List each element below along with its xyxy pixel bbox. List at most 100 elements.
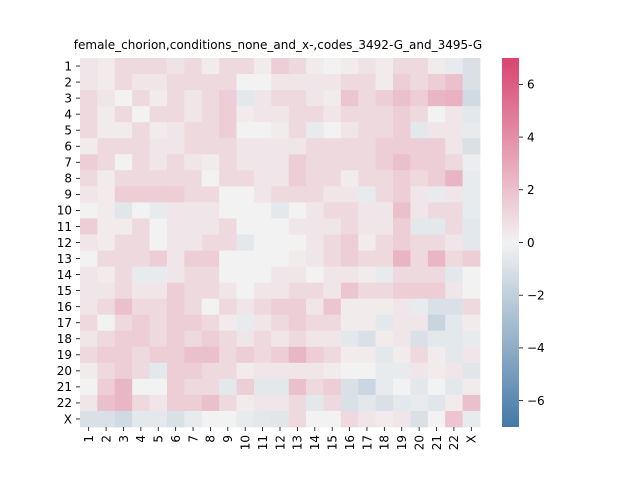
heatmap-cell-16-16 [340,298,359,316]
heatmap-cell-21-5 [149,378,168,396]
heatmap-cell-17-4 [132,314,150,332]
heatmap-cell-20-1 [80,362,98,380]
heatmap-cell-16-6 [166,298,185,316]
heatmap-cell-2-16 [340,74,359,91]
heatmap-cell-17-16 [340,314,359,332]
heatmap-cell-4-14 [306,106,324,123]
heatmap-cell-16-13 [288,298,307,316]
heatmap-cell-16-21 [427,298,446,316]
heatmap-cell-4-18 [375,106,394,123]
heatmap-cell-X-8 [201,410,220,428]
heatmap-cell-21-15 [323,378,342,396]
heatmap-cell-6-21 [427,138,446,155]
heatmap-cell-12-2 [97,234,116,251]
heatmap-cell-19-17 [358,346,377,364]
heatmap-cell-14-X [462,266,481,284]
heatmap-cell-18-12 [271,330,290,348]
heatmap-cell-7-18 [375,154,394,171]
heatmap-cell-10-12 [271,202,290,219]
heatmap-cell-4-2 [97,106,116,123]
heatmap-cell-9-15 [323,186,342,203]
heatmap-cell-14-7 [184,266,203,284]
heatmap-cell-17-9 [219,314,237,332]
row-label-16: 16 [57,300,72,314]
heatmap-cell-14-2 [97,266,116,284]
heatmap-cell-17-22 [445,314,464,332]
heatmap-cell-16-18 [375,298,394,316]
heatmap-cell-13-1 [80,250,98,267]
heatmap-cells [80,58,481,428]
heatmap-cell-10-1 [80,202,98,219]
heatmap-cell-X-14 [306,410,324,428]
heatmap-cell-X-4 [132,410,150,428]
heatmap-cell-10-13 [288,202,307,219]
heatmap-cell-12-19 [393,234,411,251]
heatmap-cell-8-1 [80,170,98,187]
row-label-11: 11 [57,220,72,234]
heatmap-cell-6-8 [201,138,220,155]
heatmap-cell-14-10 [236,266,255,284]
heatmap-cell-2-18 [375,74,394,91]
heatmap-cell-11-16 [340,218,359,235]
heatmap-cell-12-22 [445,234,464,251]
heatmap-cell-12-13 [288,234,307,251]
heatmap-cell-6-X [462,138,481,155]
heatmap-cell-5-6 [166,122,185,139]
row-label-1: 1 [64,59,72,73]
heatmap-cell-4-13 [288,106,307,123]
heatmap-cell-22-7 [184,394,203,412]
heatmap-cell-1-9 [219,58,237,75]
heatmap-cell-9-17 [358,186,377,203]
heatmap-cell-18-19 [393,330,411,348]
col-label-17: 17 [360,435,374,450]
heatmap-cell-6-12 [271,138,290,155]
heatmap-cell-4-10 [236,106,255,123]
heatmap-cell-20-11 [253,362,272,380]
heatmap-cell-3-13 [288,90,307,107]
heatmap-cell-16-22 [445,298,464,316]
heatmap-cell-11-17 [358,218,377,235]
heatmap-cell-4-20 [410,106,429,123]
heatmap-cell-8-17 [358,170,377,187]
heatmap-cell-10-7 [184,202,203,219]
heatmap-cell-17-14 [306,314,324,332]
heatmap-cell-13-20 [410,250,429,267]
row-label-12: 12 [57,236,72,250]
heatmap-cell-20-12 [271,362,290,380]
heatmap-cell-6-14 [306,138,324,155]
heatmap-cell-4-1 [80,106,98,123]
heatmap-cell-7-9 [219,154,237,171]
col-label-14: 14 [308,435,322,450]
heatmap-cell-8-5 [149,170,168,187]
heatmap-cell-3-2 [97,90,116,107]
heatmap-cell-14-19 [393,266,411,284]
heatmap-cell-12-12 [271,234,290,251]
heatmap-cell-12-10 [236,234,255,251]
heatmap-cell-13-17 [358,250,377,267]
heatmap-cell-14-18 [375,266,394,284]
heatmap-cell-7-2 [97,154,116,171]
heatmap-cell-13-8 [201,250,220,267]
heatmap-cell-15-3 [114,282,133,300]
heatmap-cell-7-12 [271,154,290,171]
heatmap-cell-6-9 [219,138,237,155]
heatmap-cell-10-14 [306,202,324,219]
heatmap-cell-19-14 [306,346,324,364]
colorbar-ticks: −6 −4 −2 0 2 4 6 [519,78,545,408]
heatmap-cell-7-X [462,154,481,171]
heatmap-cell-X-5 [149,410,168,428]
heatmap-cell-15-16 [340,282,359,300]
heatmap-cell-17-7 [184,314,203,332]
heatmap-cell-8-19 [393,170,411,187]
heatmap-cell-2-2 [97,74,116,91]
heatmap-cell-17-8 [201,314,220,332]
heatmap-cell-1-6 [166,58,185,75]
heatmap-cell-22-17 [358,394,377,412]
heatmap-cell-8-8 [201,170,220,187]
heatmap-cell-X-11 [253,410,272,428]
heatmap-cell-16-10 [236,298,255,316]
row-label-X: X [64,412,72,426]
heatmap-cell-19-7 [184,346,203,364]
heatmap-cell-22-18 [375,394,394,412]
heatmap-cell-20-9 [219,362,237,380]
